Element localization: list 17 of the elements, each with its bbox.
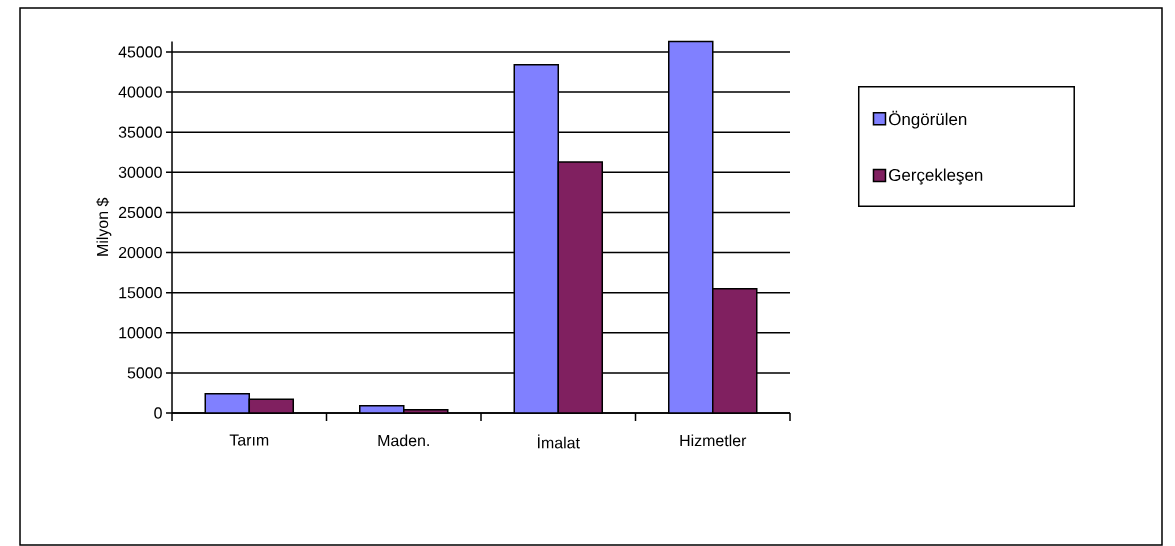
y-tick-label: 10000 [119, 327, 162, 339]
legend-label: Gerçekleşen [889, 168, 983, 185]
y-tick-label: 45000 [118, 46, 162, 58]
y-tick-label: 40000 [118, 86, 162, 98]
x-tick-label: Hizmetler [680, 434, 747, 447]
y-tick-label: 15000 [119, 287, 162, 299]
y-axis-title: Milyon $ [96, 197, 112, 256]
legend-label: Öngörülen [889, 110, 967, 129]
y-tick-label: 0 [154, 407, 162, 419]
y-tick-label: 30000 [118, 166, 162, 178]
x-tick-label: İmalat [538, 434, 580, 449]
y-tick-label: 25000 [118, 206, 162, 219]
x-tick-label: Maden. [378, 434, 429, 447]
y-tick-label: 20000 [118, 246, 162, 259]
y-tick-label: 35000 [118, 126, 162, 138]
y-tick-label: 5000 [127, 367, 162, 379]
x-tick-label: Tarım [229, 434, 269, 446]
